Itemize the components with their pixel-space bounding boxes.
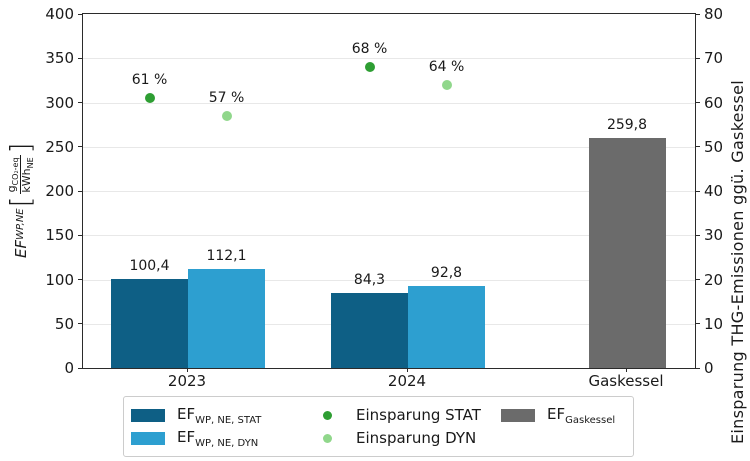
bar-value-label: 92,8 [430,264,463,281]
y-right-tick-label: 70 [704,49,724,68]
y-left-tick-label: 50 [54,314,74,333]
legend-item-ef-wp-ne-dyn: EFWP, NE, DYN [131,427,258,449]
point-einsparung-stat-2023 [144,93,155,104]
y-right-tick-mark [696,234,700,236]
bar-value-label: 100,4 [129,258,170,275]
y-left-tick-mark [78,13,82,15]
legend: EFWP, NE, STAT EFWP, NE, DYN Einsparung … [123,396,634,457]
y-right-tick-mark [696,57,700,59]
y-right-tick-label: 0 [704,359,714,377]
y-left-tick-mark [78,57,82,59]
bar-ef-gaskessel-gaskessel [588,138,666,368]
point-einsparung-dyn-2023 [221,110,232,121]
y-right-tick-mark [696,13,700,15]
gridline [83,102,695,104]
legend-item-ef-gaskessel: EFGaskessel [501,404,615,426]
plot-area: 100,4 112,1 61 % 57 % 84,3 92,8 68 % 64 % 259,8 [82,13,696,369]
legend-label-ef-gaskessel: EFGaskessel [547,405,615,426]
legend-marker-box [310,410,344,420]
y-right-tick-label: 60 [704,93,724,112]
legend-item-einsparung-dyn: Einsparung DYN [310,427,476,449]
y-left-tick-mark [78,367,82,369]
x-tick-mark [407,368,408,372]
bar-value-label: 84,3 [353,272,386,289]
y-right-tick-mark [696,323,700,325]
gridline [83,191,695,192]
y-left-tick-label: 300 [45,93,74,112]
point-value-label: 64 % [428,58,465,75]
y-axis-label-right: Einsparung THG-Emissionen ggü. Gaskessel [728,80,747,444]
x-tick-mark [626,368,627,372]
y-left-tick-mark [78,323,82,325]
legend-item-einsparung-stat: Einsparung STAT [310,404,481,426]
y-left-tick-label: 350 [45,49,74,68]
legend-label-ef-stat: EFWP, NE, STAT [177,405,261,426]
legend-marker-box [310,433,344,443]
legend-dot-stat [322,410,332,420]
y-right-tick-mark [696,279,700,280]
legend-swatch-ef-dyn [131,431,165,445]
y-right-tick-label: 80 [704,5,724,23]
legend-item-ef-wp-ne-stat: EFWP, NE, STAT [131,404,261,426]
bar-value-label: 259,8 [606,117,648,134]
x-tick-label-2024: 2024 [387,372,427,390]
legend-label-main: Einsparung STAT [356,406,481,424]
legend-label-main: EF [177,427,196,446]
x-tick-label-2023: 2023 [167,372,207,390]
gridline [83,235,695,237]
legend-label-einsparung-stat: Einsparung STAT [356,406,481,424]
y-left-tick-mark [78,234,82,236]
y-left-tick-label: 150 [45,226,74,245]
point-value-label: 57 % [208,89,245,106]
bar-ef-wp-ne-stat-2023 [111,279,188,368]
point-value-label: 68 % [351,41,388,58]
y-right-tick-mark [696,146,700,148]
legend-label-sub: WP, NE, STAT [195,414,262,426]
legend-label-einsparung-dyn: Einsparung DYN [356,429,476,447]
legend-swatch-ef-gaskessel [501,408,535,422]
point-value-label: 61 % [131,72,168,89]
y-right-tick-label: 50 [704,137,724,156]
legend-dot-dyn [322,433,332,443]
bar-ef-wp-ne-dyn-2023 [188,268,265,368]
y-right-tick-mark [696,190,700,192]
y-right-tick-label: 30 [704,226,724,245]
legend-label-sub: Gaskessel [565,414,616,426]
y-left-tick-label: 200 [45,182,74,200]
y-left-tick-label: 100 [45,270,74,289]
y-left-tick-label: 0 [64,359,74,377]
point-einsparung-stat-2024 [364,62,375,73]
legend-label-sub: WP, NE, DYN [195,437,259,449]
denominator-sub: NE [26,157,36,169]
y-left-tick-mark [78,190,82,192]
bar-ef-wp-ne-stat-2024 [331,293,408,368]
y-right-tick-label: 40 [704,182,724,200]
legend-label-main: Einsparung DYN [356,429,477,447]
y-right-tick-mark [696,367,700,369]
x-tick-label-gaskessel: Gaskessel [588,372,664,390]
y-right-tick-label: 20 [704,270,724,289]
bar-ef-wp-ne-dyn-2024 [408,285,485,368]
y-right-tick-mark [696,102,700,103]
legend-label-ef-dyn: EFWP, NE, DYN [177,428,258,449]
point-einsparung-dyn-2024 [441,79,452,90]
y-left-tick-label: 250 [45,137,74,156]
x-tick-mark [187,368,188,372]
y-left-tick-mark [78,146,82,148]
y-left-tick-mark [78,102,82,103]
legend-label-main: EF [547,404,566,423]
gridline [83,279,695,281]
y-right-tick-label: 10 [704,314,724,333]
legend-label-main: EF [177,404,196,423]
legend-swatch-ef-stat [131,408,165,422]
y-left-tick-label: 400 [45,5,74,23]
y-left-tick-mark [78,279,82,280]
bar-value-label: 112,1 [206,247,247,264]
gridline [83,58,695,60]
gridline [83,146,695,148]
